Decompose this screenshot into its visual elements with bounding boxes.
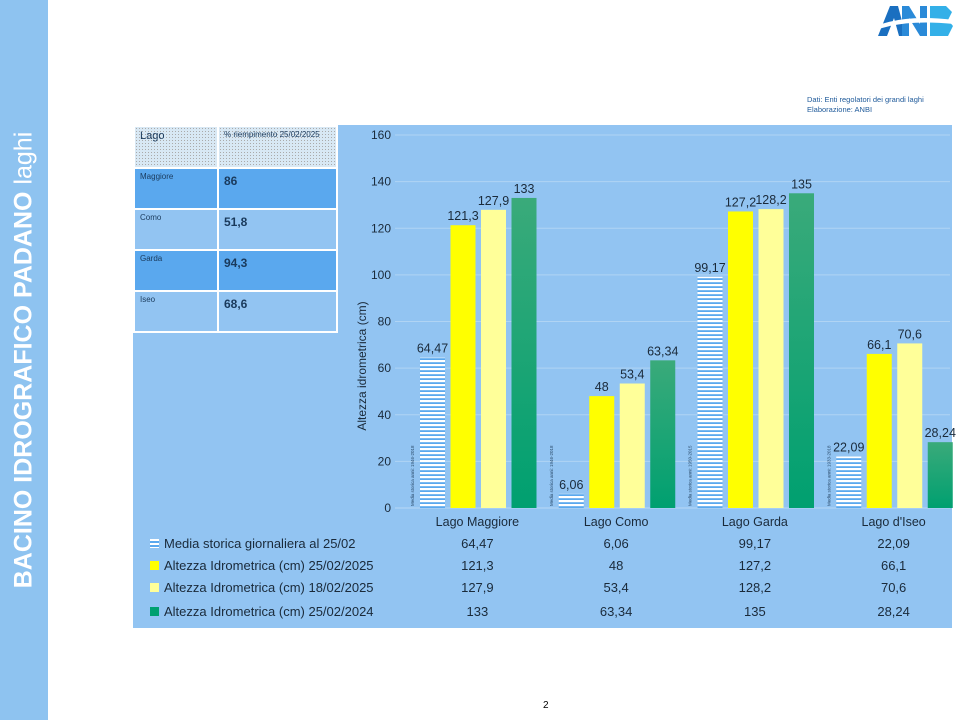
- data-table-cell: 66,1: [880, 558, 907, 573]
- legend-label: Altezza Idrometrica (cm) 25/02/2024: [164, 604, 374, 619]
- legend-entry: Altezza Idrometrica (cm) 25/02/2025: [150, 558, 374, 573]
- legend-swatch: [150, 539, 159, 548]
- data-table-cell: 127,9: [461, 580, 494, 595]
- bar: [789, 193, 814, 508]
- bar: [866, 353, 892, 508]
- y-tick-label: 80: [378, 315, 392, 329]
- data-label: 66,1: [867, 338, 891, 352]
- data-table-cell: 135: [744, 604, 766, 619]
- period-note: Media storica anni: 1946-2018: [549, 445, 554, 506]
- source-note: Dati: Enti regolatori dei grandi laghi E…: [807, 95, 924, 115]
- bar: [697, 276, 723, 508]
- data-table-cell: 64,47: [461, 536, 494, 551]
- data-table-row: Media storica giornaliera al 25/02 64,47 6…: [150, 536, 950, 558]
- data-label: 121,3: [447, 209, 478, 223]
- period-note: Media storica anni: 1946-2018: [410, 445, 415, 506]
- data-label: 99,17: [694, 261, 725, 275]
- y-tick-label: 60: [378, 361, 392, 375]
- lake-name: Iseo: [133, 290, 219, 333]
- bar: [511, 197, 537, 508]
- bar: [758, 209, 784, 509]
- data-table-cell: 6,06: [603, 536, 629, 551]
- elaboration-line: Elaborazione: ANBI: [807, 105, 873, 114]
- y-tick-label: 20: [378, 454, 392, 468]
- bar: [558, 493, 584, 508]
- bar: [450, 225, 476, 509]
- data-table-cell: 99,17: [738, 536, 772, 551]
- legend-entry: Altezza Idrometrica (cm) 25/02/2024: [150, 604, 374, 619]
- source-line: Dati: Enti regolatori dei grandi laghi: [807, 95, 924, 104]
- y-tick-label: 140: [371, 175, 391, 189]
- legend-swatch: [150, 607, 159, 616]
- data-table-cell: 127,2: [738, 558, 772, 573]
- data-table-cell: 48: [608, 558, 624, 573]
- data-table-cell: 53,4: [603, 580, 629, 595]
- fill-percentage-table: Lago % riempimento 25/02/2025 Maggiore 86…: [133, 125, 338, 333]
- y-tick-label: 160: [371, 128, 391, 142]
- data-label: 127,9: [478, 194, 509, 208]
- x-tick-label: Lago Garda: [722, 515, 788, 529]
- bar: [927, 442, 953, 508]
- legend-swatch: [150, 583, 159, 592]
- data-label: 127,2: [725, 195, 756, 209]
- data-table-row: Altezza Idrometrica (cm) 25/02/2024 133 63…: [150, 604, 950, 626]
- period-note: Media storica anni: 1933-2018: [826, 445, 831, 506]
- data-label: 64,47: [417, 342, 448, 356]
- legend-label: Altezza Idrometrica (cm) 18/02/2025: [164, 580, 374, 595]
- data-table-cell: 133: [466, 604, 489, 619]
- bar: [619, 383, 645, 508]
- bar: [728, 211, 753, 508]
- x-tick-label: Lago Maggiore: [436, 515, 519, 529]
- bar: [836, 456, 862, 508]
- legend-entry: Media storica giornaliera al 25/02: [150, 536, 356, 551]
- sidebar: BACINO IDROGRAFICO PADANO laghi: [0, 0, 48, 720]
- lake-percentage: 86: [217, 167, 338, 210]
- legend-entry: Altezza Idrometrica (cm) 18/02/2025: [150, 580, 374, 595]
- y-tick-label: 120: [371, 221, 391, 235]
- header-percentage: % riempimento 25/02/2025: [217, 125, 338, 169]
- data-table-cell: 70,6: [880, 580, 907, 595]
- data-table-cell: 63,34: [599, 604, 633, 619]
- page-number: 2: [543, 700, 549, 711]
- lake-percentage: 68,6: [217, 290, 338, 333]
- data-label: 48: [595, 380, 609, 394]
- y-tick-label: 100: [371, 268, 391, 282]
- data-label: 28,24: [925, 426, 956, 440]
- legend-label: Altezza Idrometrica (cm) 25/02/2025: [164, 558, 374, 573]
- period-note: Media storica anni: 1950-2015: [688, 445, 693, 506]
- lake-name: Garda: [133, 249, 219, 292]
- data-label: 63,34: [647, 344, 678, 358]
- legend-swatch: [150, 561, 159, 570]
- data-label: 53,4: [620, 368, 644, 382]
- data-label: 22,09: [833, 441, 864, 455]
- lake-percentage: 51,8: [217, 208, 338, 251]
- data-table-cell: 28,24: [877, 604, 910, 619]
- lake-name: Como: [133, 208, 219, 251]
- bar: [589, 396, 615, 508]
- y-tick-label: 40: [378, 408, 392, 422]
- lake-name: Maggiore: [133, 167, 219, 210]
- data-table-cell: 121,3: [461, 558, 494, 573]
- data-table-cell: 22,09: [877, 536, 910, 551]
- x-tick-label: Lago d'Iseo: [862, 515, 926, 529]
- anbi-logo: [876, 6, 954, 36]
- data-table-row: Altezza Idrometrica (cm) 18/02/2025 127,9…: [150, 580, 950, 602]
- bar: [650, 360, 676, 508]
- x-tick-label: Lago Como: [584, 515, 649, 529]
- data-table-row: Altezza Idrometrica (cm) 25/02/2025 121,3…: [150, 558, 950, 580]
- header-lake: Lago: [133, 125, 219, 169]
- data-label: 70,6: [898, 327, 922, 341]
- legend-label: Media storica giornaliera al 25/02: [164, 536, 356, 551]
- lake-percentage: 94,3: [217, 249, 338, 292]
- data-table-cell: 128,2: [738, 580, 772, 595]
- data-label: 128,2: [755, 193, 786, 207]
- data-label: 6,06: [559, 478, 583, 492]
- bar: [481, 209, 506, 508]
- bar: [420, 357, 445, 508]
- bar: [897, 343, 923, 508]
- y-tick-label: 0: [384, 501, 391, 515]
- data-label: 135: [791, 177, 812, 191]
- data-label: 133: [514, 182, 535, 196]
